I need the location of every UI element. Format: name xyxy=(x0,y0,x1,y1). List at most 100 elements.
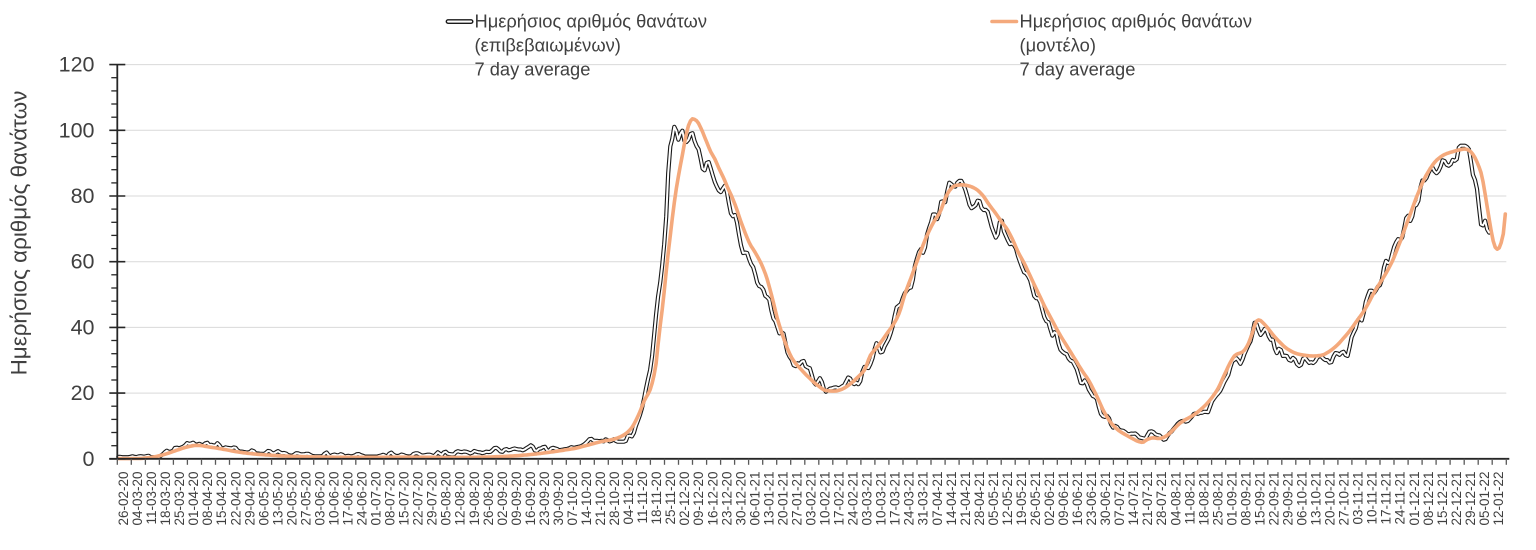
svg-text:22-07-20: 22-07-20 xyxy=(411,472,426,526)
svg-text:03-03-21: 03-03-21 xyxy=(860,472,875,526)
svg-text:07-04-21: 07-04-21 xyxy=(930,472,945,526)
svg-text:16-06-21: 16-06-21 xyxy=(1070,472,1085,526)
svg-text:21-10-20: 21-10-20 xyxy=(593,472,608,526)
svg-text:20-10-21: 20-10-21 xyxy=(1323,472,1338,526)
svg-text:18-03-20: 18-03-20 xyxy=(158,472,173,526)
svg-text:03-02-21: 03-02-21 xyxy=(804,472,819,526)
svg-text:25-03-20: 25-03-20 xyxy=(172,472,187,526)
svg-text:27-05-20: 27-05-20 xyxy=(298,472,313,526)
svg-text:60: 60 xyxy=(71,250,95,274)
svg-text:29-12-21: 29-12-21 xyxy=(1463,472,1478,526)
svg-text:10-11-21: 10-11-21 xyxy=(1365,472,1380,525)
svg-text:12-01-22: 12-01-22 xyxy=(1491,472,1506,526)
svg-text:26-02-20: 26-02-20 xyxy=(116,472,131,526)
svg-text:100: 100 xyxy=(59,118,95,142)
svg-text:18-11-20: 18-11-20 xyxy=(649,472,664,525)
svg-text:17-11-21: 17-11-21 xyxy=(1379,472,1394,525)
svg-text:7 day average: 7 day average xyxy=(475,59,591,80)
svg-text:01-04-20: 01-04-20 xyxy=(186,472,201,526)
svg-text:12-05-21: 12-05-21 xyxy=(1000,472,1015,526)
svg-text:10-03-21: 10-03-21 xyxy=(874,472,889,526)
svg-text:02-09-20: 02-09-20 xyxy=(495,472,510,526)
svg-text:21-04-21: 21-04-21 xyxy=(958,472,973,526)
svg-text:16-12-20: 16-12-20 xyxy=(705,472,720,526)
svg-text:24-03-21: 24-03-21 xyxy=(902,472,917,526)
svg-text:30-12-20: 30-12-20 xyxy=(733,472,748,526)
svg-text:06-01-21: 06-01-21 xyxy=(747,472,762,526)
svg-text:04-03-20: 04-03-20 xyxy=(130,472,145,526)
svg-text:27-01-21: 27-01-21 xyxy=(790,472,805,526)
svg-text:08-07-20: 08-07-20 xyxy=(383,472,398,526)
svg-text:19-05-21: 19-05-21 xyxy=(1014,472,1029,526)
svg-text:28-07-21: 28-07-21 xyxy=(1154,472,1169,526)
svg-text:24-11-21: 24-11-21 xyxy=(1393,472,1408,525)
svg-text:80: 80 xyxy=(71,184,95,208)
svg-text:10-02-21: 10-02-21 xyxy=(818,472,833,526)
svg-text:40: 40 xyxy=(71,315,95,339)
svg-text:08-04-20: 08-04-20 xyxy=(200,472,215,526)
svg-text:15-09-21: 15-09-21 xyxy=(1252,472,1267,526)
svg-text:18-08-21: 18-08-21 xyxy=(1196,472,1211,526)
svg-text:23-09-20: 23-09-20 xyxy=(537,472,552,526)
svg-text:26-08-20: 26-08-20 xyxy=(481,472,496,526)
svg-text:01-07-20: 01-07-20 xyxy=(369,472,384,526)
svg-text:22-12-21: 22-12-21 xyxy=(1449,472,1464,526)
svg-text:21-07-21: 21-07-21 xyxy=(1140,472,1155,526)
svg-text:22-04-20: 22-04-20 xyxy=(228,472,243,526)
svg-text:03-06-20: 03-06-20 xyxy=(312,472,327,526)
svg-text:15-07-20: 15-07-20 xyxy=(397,472,412,526)
svg-text:25-08-21: 25-08-21 xyxy=(1210,472,1225,526)
svg-text:29-04-20: 29-04-20 xyxy=(242,472,257,526)
svg-text:20: 20 xyxy=(71,381,95,405)
svg-text:01-09-21: 01-09-21 xyxy=(1224,472,1239,526)
svg-text:10-06-20: 10-06-20 xyxy=(327,472,342,526)
svg-text:05-05-21: 05-05-21 xyxy=(986,472,1001,526)
svg-text:13-10-21: 13-10-21 xyxy=(1309,472,1324,526)
svg-text:11-03-20: 11-03-20 xyxy=(144,472,159,525)
svg-text:Ημερήσιος αριθμός θανάτων: Ημερήσιος αριθμός θανάτων xyxy=(7,91,32,376)
svg-text:25-11-20: 25-11-20 xyxy=(663,472,678,525)
svg-text:03-11-21: 03-11-21 xyxy=(1351,472,1366,525)
svg-text:30-09-20: 30-09-20 xyxy=(551,472,566,526)
svg-text:23-06-21: 23-06-21 xyxy=(1084,472,1099,526)
svg-text:24-02-21: 24-02-21 xyxy=(846,472,861,526)
svg-text:08-09-21: 08-09-21 xyxy=(1238,472,1253,526)
svg-text:02-06-21: 02-06-21 xyxy=(1042,472,1057,526)
svg-text:30-06-21: 30-06-21 xyxy=(1098,472,1113,526)
svg-text:28-04-21: 28-04-21 xyxy=(972,472,987,526)
svg-text:15-04-20: 15-04-20 xyxy=(214,472,229,526)
svg-text:28-10-20: 28-10-20 xyxy=(607,472,622,526)
svg-text:27-10-21: 27-10-21 xyxy=(1337,472,1352,526)
svg-text:02-12-20: 02-12-20 xyxy=(677,472,692,526)
svg-text:22-09-21: 22-09-21 xyxy=(1267,472,1282,526)
svg-text:09-12-20: 09-12-20 xyxy=(691,472,706,526)
svg-text:Ημερήσιος αριθμός θανάτων: Ημερήσιος αριθμός θανάτων xyxy=(475,11,707,32)
svg-text:14-10-20: 14-10-20 xyxy=(579,472,594,526)
svg-text:09-09-20: 09-09-20 xyxy=(509,472,524,526)
svg-text:23-12-20: 23-12-20 xyxy=(719,472,734,526)
svg-text:09-06-21: 09-06-21 xyxy=(1056,472,1071,526)
svg-text:29-07-20: 29-07-20 xyxy=(425,472,440,526)
svg-text:(μοντέλο): (μοντέλο) xyxy=(1020,35,1096,56)
svg-text:11-11-20: 11-11-20 xyxy=(635,472,650,524)
svg-text:06-05-20: 06-05-20 xyxy=(256,472,271,526)
svg-text:120: 120 xyxy=(59,53,95,77)
svg-text:17-02-21: 17-02-21 xyxy=(832,472,847,526)
svg-text:17-06-20: 17-06-20 xyxy=(341,472,356,526)
svg-text:19-08-20: 19-08-20 xyxy=(467,472,482,526)
svg-text:05-08-20: 05-08-20 xyxy=(439,472,454,526)
svg-text:31-03-21: 31-03-21 xyxy=(916,472,931,526)
svg-text:05-01-22: 05-01-22 xyxy=(1477,472,1492,526)
svg-text:14-04-21: 14-04-21 xyxy=(944,472,959,526)
svg-text:24-06-20: 24-06-20 xyxy=(355,472,370,526)
svg-text:20-01-21: 20-01-21 xyxy=(775,472,790,526)
svg-text:07-10-20: 07-10-20 xyxy=(565,472,580,526)
svg-text:13-05-20: 13-05-20 xyxy=(270,472,285,526)
svg-text:12-08-20: 12-08-20 xyxy=(453,472,468,526)
svg-text:11-08-21: 11-08-21 xyxy=(1182,472,1197,525)
svg-text:0: 0 xyxy=(83,447,95,471)
svg-text:06-10-21: 06-10-21 xyxy=(1295,472,1310,526)
svg-text:17-03-21: 17-03-21 xyxy=(888,472,903,526)
svg-text:7 day average: 7 day average xyxy=(1020,59,1136,80)
svg-text:07-07-21: 07-07-21 xyxy=(1112,472,1127,526)
